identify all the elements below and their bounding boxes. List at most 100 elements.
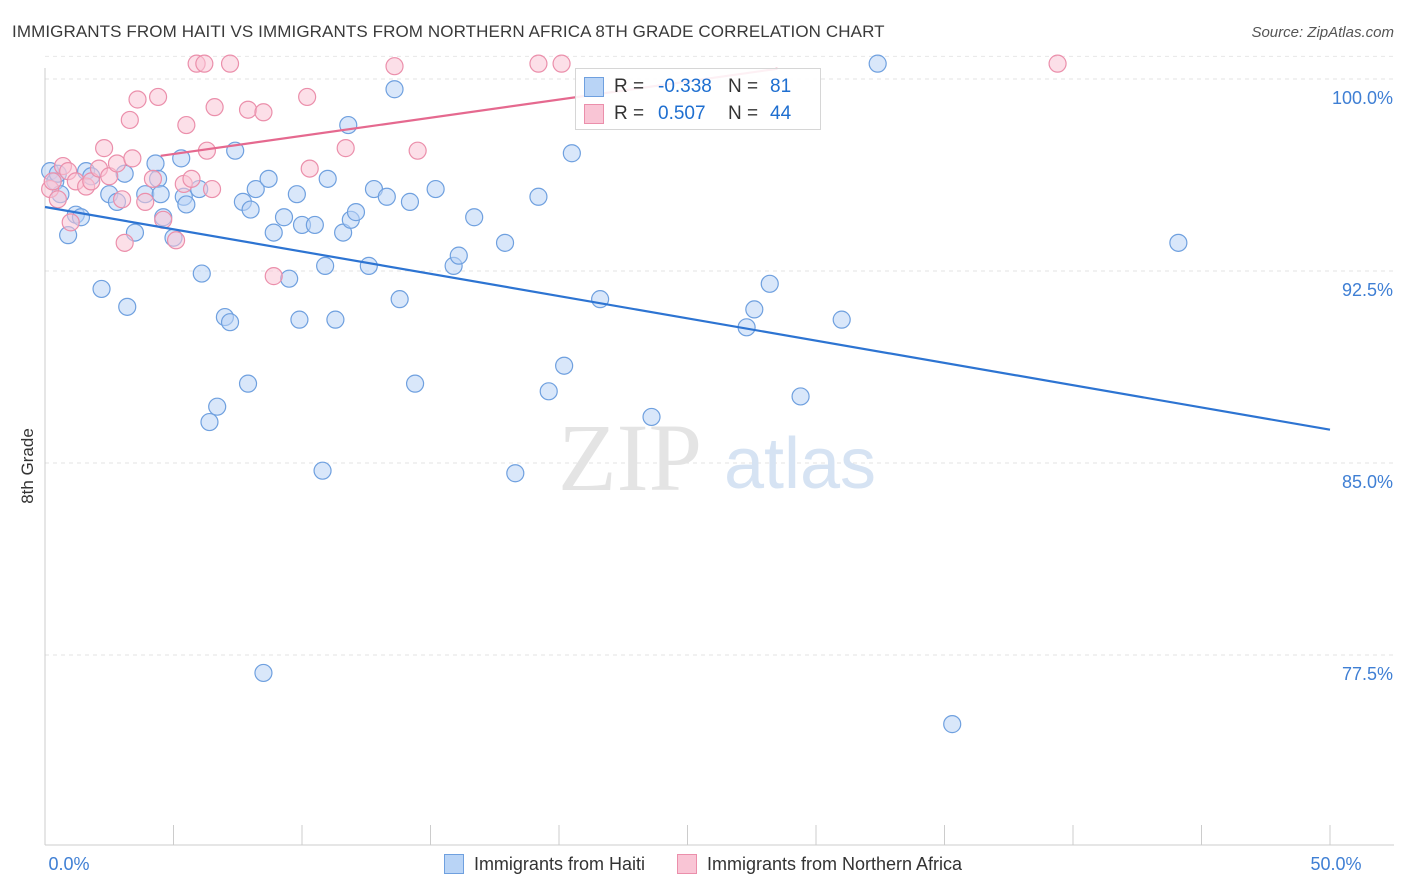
northern-africa-point (264, 267, 283, 286)
northern-africa-point (205, 98, 224, 117)
haiti-point (290, 310, 309, 329)
northern-africa-point (300, 159, 319, 178)
haiti-point (238, 374, 258, 393)
legend-n-label: N = (728, 103, 759, 124)
haiti-point (326, 310, 345, 329)
source-label: Source: ZipAtlas.com (1251, 24, 1394, 41)
series-legend-northern-africa[interactable]: Immigrants from Northern Africa (676, 853, 963, 875)
haiti-point (280, 269, 299, 288)
axis-layer (44, 68, 1394, 846)
haiti-point (264, 223, 283, 242)
points-layer (41, 54, 1188, 734)
northern-africa-point (177, 115, 196, 135)
haiti-point (506, 464, 525, 483)
haiti-point (359, 256, 378, 275)
northern-africa-point (385, 57, 404, 76)
northern-africa-point (298, 87, 317, 107)
northern-africa-point (43, 172, 62, 191)
tick-label-layer: 77.5% 85.0% 92.5% 100.0% 0.0% 50.0% (48, 88, 1393, 874)
legend-r-value: -0.338 (658, 76, 712, 97)
haiti-point (760, 274, 779, 293)
legend-swatch-northern-africa (584, 104, 604, 124)
legend-n-label: N = (728, 76, 759, 97)
series-label-northern-africa: Immigrants from Northern Africa (706, 853, 963, 874)
haiti-point (208, 397, 227, 416)
watermark: ZIP atlas (558, 404, 876, 511)
legend-row-haiti: R = -0.338 N = 81 (584, 75, 791, 99)
legend-r-label: R = (614, 76, 645, 97)
northern-africa-point (336, 139, 355, 158)
series-swatch-haiti (443, 854, 464, 874)
northern-africa-point (254, 103, 273, 122)
haiti-point (146, 154, 165, 173)
northern-africa-point (128, 90, 147, 109)
y-tick-label: 92.5% (1342, 280, 1393, 300)
haiti-point (305, 215, 324, 235)
haiti-point (449, 246, 468, 265)
haiti-point (868, 54, 887, 73)
chart-title: IMMIGRANTS FROM HAITI VS IMMIGRANTS FROM… (12, 22, 885, 41)
haiti-point (118, 297, 137, 316)
legend-n-value: 81 (770, 76, 792, 97)
haiti-point (313, 461, 332, 480)
haiti-point (318, 169, 337, 188)
haiti-point (555, 356, 574, 375)
northern-africa-point (136, 192, 155, 211)
y-tick-label: 85.0% (1342, 472, 1393, 492)
haiti-point (274, 208, 294, 227)
northern-africa-point (1048, 54, 1067, 73)
y-tick-label: 77.5% (1342, 664, 1393, 684)
haiti-point (200, 412, 219, 432)
grid-layer (45, 55, 1394, 656)
northern-africa-point (238, 100, 258, 119)
northern-africa-point (202, 179, 222, 199)
northern-africa-point (166, 231, 186, 250)
haiti-point (346, 203, 366, 222)
northern-africa-point (123, 149, 142, 168)
haiti-point (642, 407, 661, 427)
northern-africa-point (182, 169, 201, 188)
northern-africa-point (529, 54, 548, 73)
northern-africa-point (48, 190, 67, 209)
haiti-point (405, 374, 425, 393)
haiti-point (316, 256, 335, 275)
haiti-point (562, 144, 581, 163)
haiti-point (426, 179, 445, 199)
stats-legend: R = -0.338 N = 81 R = 0.507 N = 44 (575, 68, 821, 130)
haiti-point (220, 313, 240, 332)
watermark-zip: ZIP (558, 404, 702, 511)
legend-row-northern-africa: R = 0.507 N = 44 (584, 102, 791, 126)
haiti-point (177, 195, 196, 214)
legend-r-value: 0.507 (658, 103, 706, 124)
haiti-point (246, 179, 265, 199)
x-tick-label: 0.0% (48, 854, 89, 874)
haiti-point (465, 208, 484, 227)
x-tick-label: 50.0% (1310, 854, 1361, 874)
series-legend-haiti[interactable]: Immigrants from Haiti (443, 853, 645, 875)
haiti-point (529, 187, 548, 206)
haiti-point (400, 192, 420, 211)
legend-swatch-haiti (584, 77, 604, 97)
series-swatch-northern-africa (676, 854, 697, 874)
haiti-point (495, 233, 515, 252)
y-tick-label: 100.0% (1332, 88, 1393, 108)
haiti-point (791, 387, 810, 406)
haiti-point (390, 290, 409, 309)
haiti-trend-line (44, 205, 1331, 431)
northern-africa-point (195, 54, 214, 73)
northern-africa-point (95, 139, 114, 158)
haiti-point (92, 279, 111, 299)
northern-africa-point (143, 169, 163, 188)
series-legend: Immigrants from Haiti Immigrants from No… (0, 852, 1406, 876)
northern-africa-point (552, 54, 571, 73)
northern-africa-point (220, 54, 240, 73)
haiti-point (151, 185, 170, 204)
series-label-haiti: Immigrants from Haiti (473, 853, 645, 874)
northern-africa-point (112, 190, 132, 209)
haiti-point (745, 300, 764, 319)
haiti-point (287, 185, 306, 204)
haiti-point (377, 187, 396, 206)
haiti-point (1169, 233, 1188, 252)
northern-africa-point (61, 213, 80, 232)
